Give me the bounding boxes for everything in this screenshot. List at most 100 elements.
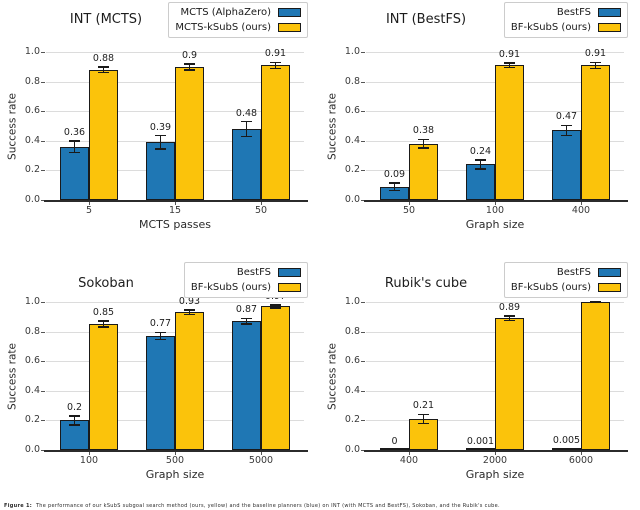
bar [60,146,89,200]
error-bar-cap [98,71,109,74]
error-bar-cap [155,338,166,341]
y-tick-mark [361,140,365,142]
error-bar-cap [241,323,252,325]
value-label: 0.36 [63,126,86,138]
y-tick-label: 0.0 [344,444,360,455]
error-bar-cap [184,63,195,65]
legend-item: MCTS (AlphaZero) [175,5,301,20]
value-label: 0.88 [92,52,115,64]
error-bar [422,414,425,424]
x-tick-label: 500 [165,455,185,466]
x-tick-label: 100 [485,205,505,216]
value-label: 0.38 [412,125,435,137]
error-bar-cap [155,148,166,150]
y-tick-mark [361,450,365,451]
y-tick-label: 0.4 [24,384,40,396]
error-bar-cap [155,134,166,137]
value-label: 0.21 [412,400,435,412]
error-bar [274,304,277,308]
bar [146,142,175,200]
x-tick-mark [175,201,176,205]
value-label: 0.93 [178,296,201,308]
y-tick-mark [361,331,365,333]
chart-legend: MCTS (AlphaZero) MCTS-kSubS (ours) [168,2,308,38]
chart-title: INT (MCTS) [69,12,143,27]
bar [146,336,175,450]
value-label: 0.001 [466,435,495,447]
y-tick-mark [361,111,365,113]
value-label: 0.91 [584,48,607,60]
x-axis-line [364,450,628,452]
y-tick-label: 0.2 [24,164,40,176]
chart-int-mcts: INT (MCTS) MCTS (AlphaZero) MCTS-kSubS (ou… [0,0,320,250]
error-bar [479,160,482,169]
value-label: 0.47 [555,111,578,123]
y-tick-mark [361,200,365,201]
x-tick-label: 50 [402,205,416,216]
chart-legend: BestFS BF-kSubS (ours) [183,262,308,298]
error-bar-cap [69,140,80,142]
y-tick-mark [41,170,45,172]
bar [466,164,495,200]
error-bar [102,66,105,73]
bar [175,66,204,200]
y-tick-mark [41,200,45,201]
y-tick-label: 0.4 [344,134,360,146]
legend-swatch-icon [598,8,621,17]
y-tick-label: 0.6 [24,105,40,117]
error-bar-cap [241,120,252,123]
y-tick-mark [41,331,45,333]
value-label: 0.91 [264,48,287,60]
error-bar [73,415,76,425]
error-bar-cap [69,424,80,426]
x-tick-mark [261,201,262,205]
value-label: 0.9 [181,49,198,61]
y-axis-label: Success rate [6,93,19,160]
y-tick-label: 1.0 [344,46,360,57]
value-label: 0.39 [149,121,172,133]
legend-label: BestFS [556,7,591,18]
gridline [46,302,304,303]
x-tick-label: 5000 [248,455,274,466]
gridline [46,52,304,53]
x-tick-label: 400 [571,205,591,216]
y-axis-label: Success rate [6,343,19,410]
error-bar [565,125,568,136]
y-tick-mark [41,390,45,392]
error-bar-cap [98,320,109,322]
x-tick-label: 100 [79,455,99,466]
x-tick-mark [89,201,90,205]
error-bar-cap [389,182,400,184]
value-label: 0.77 [149,318,172,330]
y-tick-label: 0.8 [24,75,40,87]
y-tick-label: 1.0 [24,46,40,57]
error-bar-cap [184,69,195,71]
x-axis-line [44,450,308,452]
legend-label: BF-kSubS (ours) [190,282,271,293]
figure-caption: Figure 1: The performance of our kSubS s… [4,503,636,509]
legend-item: BF-kSubS (ours) [511,20,621,35]
y-tick-mark [361,420,365,422]
legend-swatch-icon [278,283,301,292]
error-bar [274,62,277,69]
chart-title: Rubik's cube [384,276,468,291]
error-bar-cap [504,66,515,69]
error-bar-cap [418,147,429,149]
y-tick-label: 0.8 [344,75,360,87]
legend-item: BF-kSubS (ours) [191,280,301,295]
y-tick-mark [41,302,45,303]
legend-label: MCTS (AlphaZero) [180,7,272,18]
error-bar-cap [184,309,195,311]
error-bar-cap [561,124,572,126]
error-bar [159,332,162,340]
error-bar-cap [241,135,252,138]
value-label: 0.87 [235,304,258,316]
error-bar-cap [561,449,572,451]
chart-int-bestfs: INT (BestFS) BestFS BF-kSubS (ours) Success… [320,0,640,250]
bar [495,318,524,450]
x-tick-mark [261,451,262,455]
y-tick-label: 0.0 [24,444,40,455]
x-tick-mark [581,451,582,455]
x-axis-line [44,200,308,202]
